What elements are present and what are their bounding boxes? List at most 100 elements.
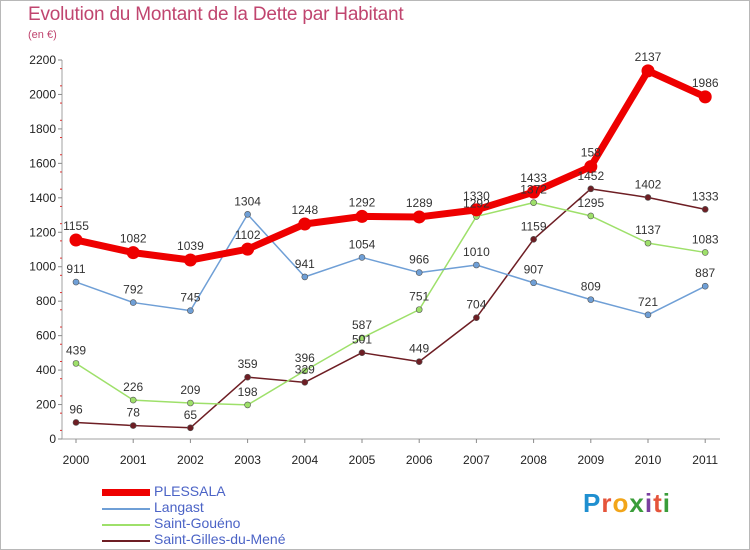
- y-tick-label: 1000: [29, 260, 56, 274]
- legend-label: Saint-Gouéno: [154, 515, 241, 531]
- data-label: 1010: [463, 245, 490, 259]
- data-label: 1433: [520, 171, 547, 185]
- data-label: 158: [581, 146, 601, 160]
- legend-label: Saint-Gilles-du-Mené: [154, 531, 286, 547]
- legend-label: Langast: [154, 499, 204, 515]
- data-label: 1137: [635, 223, 661, 237]
- data-point: [644, 239, 652, 247]
- data-label: 911: [66, 262, 85, 276]
- data-label: 745: [180, 291, 200, 305]
- y-tick-label: 1800: [29, 122, 56, 136]
- data-label: 449: [409, 342, 429, 356]
- data-label: 966: [409, 253, 429, 267]
- data-point: [241, 242, 255, 256]
- x-tick-label: 2002: [177, 453, 204, 467]
- data-point: [415, 306, 423, 313]
- x-tick-label: 2008: [520, 453, 547, 467]
- data-point: [183, 253, 197, 267]
- logo-letter: x: [629, 488, 645, 518]
- data-point: [129, 396, 137, 404]
- data-point: [129, 299, 137, 306]
- data-label: 809: [581, 280, 601, 294]
- data-label: 907: [524, 263, 544, 277]
- data-label: 1289: [406, 196, 433, 210]
- data-label: 941: [295, 257, 315, 271]
- proxiti-logo: Proxiti: [583, 488, 671, 519]
- data-label: 887: [695, 266, 715, 280]
- data-point: [530, 199, 537, 206]
- data-label: 1372: [520, 183, 547, 197]
- y-tick-label: 2200: [29, 53, 56, 67]
- x-tick-label: 2007: [463, 453, 490, 467]
- data-label: 1986: [692, 76, 719, 90]
- x-tick-label: 2006: [406, 453, 433, 467]
- data-point: [701, 206, 709, 213]
- data-label: 1304: [234, 194, 261, 208]
- data-point: [301, 367, 309, 375]
- data-label: 1155: [63, 219, 89, 233]
- data-point: [69, 233, 83, 247]
- data-label: 1402: [635, 177, 662, 191]
- data-point: [587, 185, 595, 193]
- x-tick-label: 2011: [692, 453, 718, 467]
- data-point: [473, 314, 480, 322]
- y-tick-label: 600: [36, 329, 56, 343]
- y-tick-label: 0: [49, 432, 56, 446]
- data-point: [244, 373, 251, 381]
- data-label: 1292: [463, 196, 490, 210]
- y-tick-label: 1600: [29, 156, 56, 170]
- y-tick-label: 2000: [29, 87, 56, 101]
- logo-letter: t: [653, 488, 663, 518]
- data-label: 1102: [235, 228, 261, 242]
- data-label: 359: [238, 357, 258, 371]
- data-point: [358, 349, 366, 356]
- chart-title: Evolution du Montant de la Dette par Hab…: [28, 4, 404, 25]
- x-tick-label: 2004: [291, 453, 318, 467]
- data-point: [641, 64, 655, 78]
- data-point: [301, 379, 309, 386]
- y-tick-label: 800: [36, 294, 56, 308]
- data-point: [129, 422, 137, 429]
- series-line-saint-gilles-du-men-: [75, 188, 706, 429]
- legend-label: PLESSALA: [154, 483, 226, 499]
- legend-swatch: [102, 524, 150, 526]
- data-label: 1248: [291, 203, 318, 217]
- data-label: 751: [409, 290, 429, 304]
- data-point: [301, 273, 309, 281]
- data-label: 587: [352, 318, 372, 332]
- data-point: [298, 217, 312, 231]
- data-label: 65: [184, 408, 198, 422]
- data-label: 1330: [463, 189, 490, 203]
- data-point: [187, 307, 194, 314]
- data-point: [244, 211, 251, 218]
- x-tick-label: 2001: [120, 453, 147, 467]
- data-point: [530, 279, 537, 287]
- data-label: 1159: [521, 219, 547, 233]
- x-tick-label: 2010: [635, 453, 662, 467]
- data-point: [587, 212, 595, 220]
- data-label: 1039: [177, 239, 204, 253]
- y-tick-label: 400: [36, 363, 56, 377]
- x-tick-label: 2003: [234, 453, 261, 467]
- data-point: [527, 185, 541, 199]
- x-tick-label: 2000: [63, 453, 90, 467]
- data-point: [244, 401, 251, 409]
- data-label: 96: [69, 402, 83, 416]
- data-point: [644, 311, 652, 319]
- chart-subtitle: (en €): [28, 29, 57, 41]
- y-tick-label: 1200: [29, 225, 56, 239]
- data-point: [412, 210, 426, 224]
- legend-swatch: [102, 508, 150, 510]
- data-point: [126, 246, 140, 260]
- data-label: 439: [66, 343, 86, 357]
- data-point: [587, 296, 595, 303]
- legend-swatch: [102, 489, 150, 496]
- data-label: 704: [466, 298, 486, 312]
- x-tick-label: 2009: [577, 453, 604, 467]
- data-label: 1054: [349, 237, 376, 251]
- data-point: [530, 236, 537, 243]
- data-label: 1082: [120, 232, 147, 246]
- data-point: [72, 278, 80, 286]
- data-point: [187, 424, 194, 432]
